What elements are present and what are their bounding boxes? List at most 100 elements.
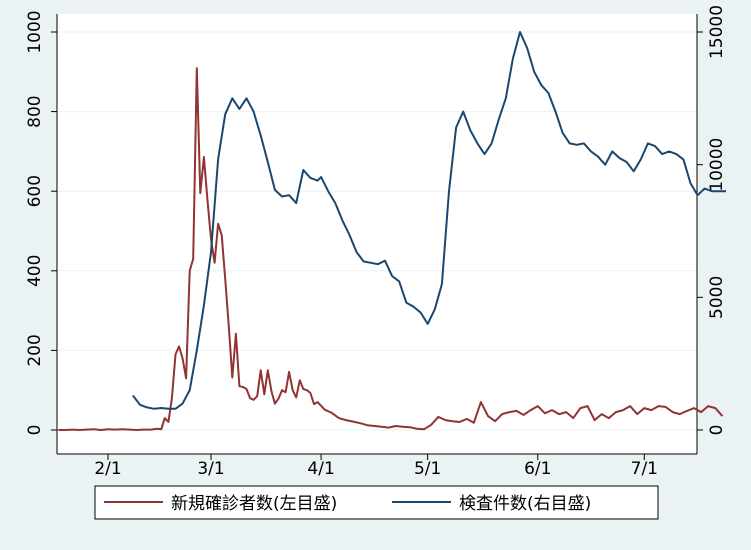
legend-label-cases: 新規確診者数(左目盛) <box>171 494 337 514</box>
series-0-point-53 <box>295 396 297 398</box>
series-0-point-32 <box>221 234 223 236</box>
series-0-point-55 <box>302 388 304 390</box>
x-tick-label-3: 5/1 <box>414 459 441 479</box>
series-0-point-80 <box>466 418 468 420</box>
series-0-point-115 <box>714 407 716 409</box>
series-0-point-84 <box>494 420 496 422</box>
series-1-point-6 <box>175 408 177 410</box>
series-1-point-56 <box>526 47 528 49</box>
legend: 新規確診者数(左目盛) 検査件数(右目盛) <box>94 485 659 520</box>
left-tick-label-3: 600 <box>25 175 45 207</box>
series-1-point-55 <box>519 31 521 33</box>
series-1-point-75 <box>661 153 663 155</box>
series-0-point-38 <box>242 386 244 388</box>
series-0-point-97 <box>587 405 589 407</box>
series-0-point-99 <box>601 413 603 415</box>
series-1-point-82 <box>711 190 713 192</box>
series-1-point-33 <box>363 261 365 263</box>
series-1-point-71 <box>633 170 635 172</box>
series-1-point-35 <box>377 263 379 265</box>
series-1-point-26 <box>317 180 319 182</box>
series-0-point-78 <box>452 420 454 422</box>
series-1-point-17 <box>253 111 255 113</box>
plot-area <box>57 14 697 454</box>
series-1-point-68 <box>611 150 613 152</box>
series-0-point-49 <box>281 389 283 391</box>
series-1-point-27 <box>320 176 322 178</box>
series-0-point-40 <box>249 397 251 399</box>
series-1-point-46 <box>455 127 457 129</box>
series-1-point-11 <box>210 251 212 253</box>
series-1-point-8 <box>189 389 191 391</box>
series-0-point-56 <box>306 389 308 391</box>
series-1-point-61 <box>562 132 564 134</box>
series-0-point-68 <box>381 426 383 428</box>
series-1-point-31 <box>349 234 351 236</box>
series-1-point-20 <box>274 189 276 191</box>
series-1-point-63 <box>576 144 578 146</box>
series-1-point-81 <box>704 188 706 190</box>
right-tick-label-3: 15000 <box>707 5 727 59</box>
series-0-point-22 <box>185 377 187 379</box>
series-1-point-40 <box>412 306 414 308</box>
series-0-point-3 <box>79 429 81 431</box>
series-1-point-59 <box>547 92 549 94</box>
series-0-point-114 <box>707 405 709 407</box>
series-1-point-73 <box>647 142 649 144</box>
series-1-point-50 <box>484 153 486 155</box>
series-0-point-21 <box>182 357 184 359</box>
series-1-point-69 <box>618 157 620 159</box>
x-tick-label-1: 3/1 <box>197 459 224 479</box>
series-0-point-17 <box>167 421 169 423</box>
series-0-point-107 <box>658 405 660 407</box>
series-0-point-116 <box>721 415 723 417</box>
series-1-point-5 <box>167 408 169 410</box>
series-0-point-10 <box>128 429 130 431</box>
series-0-point-4 <box>86 429 88 431</box>
series-1-point-79 <box>690 182 692 184</box>
series-line-0 <box>58 67 724 431</box>
series-0-point-58 <box>313 403 315 405</box>
legend-box <box>94 485 659 520</box>
series-1-point-62 <box>569 142 571 144</box>
left-tick-label-4: 800 <box>25 95 45 127</box>
series-line-1 <box>132 31 726 410</box>
series-1-point-12 <box>217 158 219 160</box>
series-0-point-28 <box>206 198 208 200</box>
series-0-point-73 <box>416 428 418 430</box>
series-1-point-10 <box>203 304 205 306</box>
series-0-point-18 <box>171 397 173 399</box>
series-1-point-34 <box>370 262 372 264</box>
series-0-point-30 <box>214 262 216 264</box>
series-0-point-111 <box>686 410 688 412</box>
series-0-point-20 <box>178 345 180 347</box>
series-0-point-2 <box>72 429 74 431</box>
series-0-point-96 <box>579 407 581 409</box>
series-0-point-64 <box>352 421 354 423</box>
series-0-point-83 <box>487 415 489 417</box>
series-0-point-87 <box>515 410 517 412</box>
series-0-point-14 <box>157 428 159 430</box>
series-1-point-70 <box>626 161 628 163</box>
series-0-point-61 <box>331 412 333 414</box>
series-0-point-108 <box>665 406 667 408</box>
series-1-point-30 <box>341 219 343 221</box>
series-1-point-84 <box>725 190 727 192</box>
series-1-point-64 <box>583 142 585 144</box>
series-0-point-104 <box>636 413 638 415</box>
series-1-point-53 <box>505 97 507 99</box>
series-1-point-38 <box>398 280 400 282</box>
series-0-point-101 <box>615 411 617 413</box>
series-1-point-57 <box>533 71 535 73</box>
series-1-point-4 <box>160 407 162 409</box>
series-layer <box>58 31 727 431</box>
series-0-point-5 <box>93 428 95 430</box>
series-1-point-43 <box>434 308 436 310</box>
series-1-point-66 <box>597 156 599 158</box>
series-1-point-3 <box>153 408 155 410</box>
series-1-point-29 <box>334 202 336 204</box>
series-1-point-80 <box>697 194 699 196</box>
series-0-point-85 <box>501 413 503 415</box>
